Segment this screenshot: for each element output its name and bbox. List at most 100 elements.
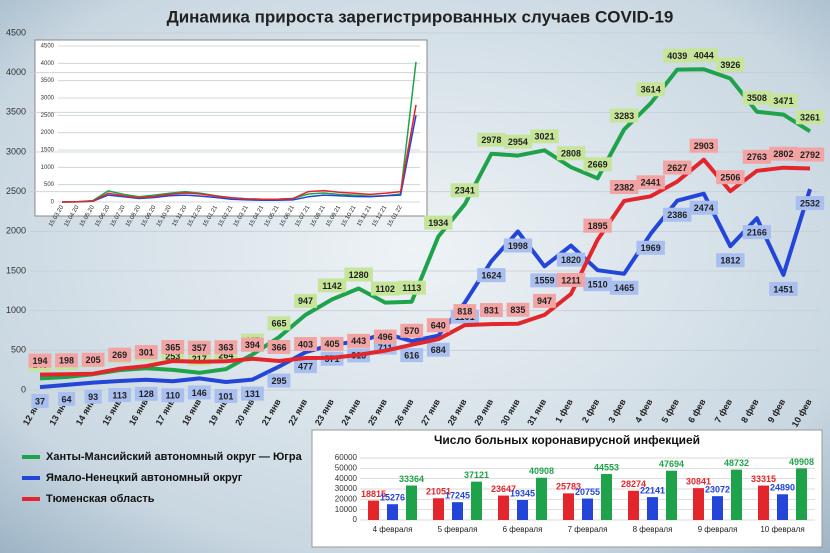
value-label-bg: [161, 388, 185, 403]
value-label: 24890: [770, 483, 795, 493]
bar: [452, 502, 463, 520]
value-label-bg: [506, 302, 530, 317]
value-label: 2792: [800, 150, 820, 160]
bar: [387, 504, 398, 520]
value-label: 30841: [686, 477, 711, 487]
value-label: 15276: [380, 493, 405, 503]
value-label: 363: [218, 343, 233, 353]
value-label-bg: [134, 345, 158, 360]
legend-label: Ханты-Мансийский автономный округ — Югра: [46, 451, 303, 463]
value-label: 394: [245, 340, 260, 350]
value-label: 18815: [361, 489, 386, 499]
value-label-bg: [503, 238, 533, 253]
value-label: 301: [139, 347, 154, 357]
y-tick-label: 2000: [6, 226, 26, 236]
y-tick-label: 0: [51, 200, 55, 206]
bar: [693, 488, 704, 520]
value-label-bg: [583, 157, 612, 172]
value-label: 3471: [773, 96, 793, 106]
value-label-bg: [636, 240, 665, 255]
value-label-bg: [477, 132, 506, 147]
value-label-bg: [84, 389, 102, 404]
value-label: 2802: [773, 149, 793, 159]
value-label-bg: [503, 134, 533, 149]
value-label: 1934: [428, 218, 448, 228]
value-label-bg: [583, 218, 612, 233]
value-label-bg: [108, 347, 132, 362]
value-label: 20755: [575, 487, 600, 497]
value-label: 2382: [614, 182, 634, 192]
bar: [628, 490, 639, 520]
value-label-bg: [294, 359, 317, 374]
value-label-bg: [187, 385, 211, 400]
bar: [758, 485, 769, 520]
value-label: 818: [457, 306, 472, 316]
value-label-bg: [267, 316, 291, 331]
value-label-bg: [530, 273, 559, 288]
value-label: 365: [165, 342, 180, 352]
y-tick-label: 2000: [41, 130, 55, 136]
bar: [712, 496, 723, 520]
value-label-bg: [477, 268, 506, 283]
value-label: 101: [218, 391, 233, 401]
value-label: 205: [86, 355, 101, 365]
value-label-bg: [424, 215, 453, 230]
value-label-bg: [134, 386, 158, 401]
value-label-bg: [81, 352, 105, 367]
value-label-bg: [689, 200, 718, 215]
value-label: 403: [298, 339, 313, 349]
value-label: 2903: [694, 141, 714, 151]
value-label: 33364: [399, 474, 424, 484]
value-label-bg: [609, 280, 639, 295]
value-label: 1624: [481, 271, 501, 281]
y-tick-label: 3500: [41, 78, 55, 84]
value-label: 2506: [720, 173, 740, 183]
value-label: 1451: [773, 284, 793, 294]
value-label: 3614: [641, 85, 661, 95]
bar: [601, 473, 612, 520]
value-label: 665: [271, 319, 286, 329]
value-label: 2532: [800, 199, 820, 209]
x-tick-label: 8 февраля: [633, 525, 673, 534]
bar: [517, 500, 528, 520]
value-label: 477: [298, 362, 313, 372]
bar: [777, 494, 788, 520]
value-label-bg: [795, 196, 825, 211]
value-label: 37: [35, 396, 45, 406]
y-tick-label: 20000: [335, 494, 358, 503]
value-label-bg: [373, 329, 397, 344]
value-label: 2763: [747, 152, 767, 162]
value-label: 4039: [667, 51, 687, 61]
value-label: 1969: [641, 243, 661, 253]
y-tick-label: 500: [11, 345, 26, 355]
y-tick-label: 1500: [41, 148, 55, 154]
value-label: 1102: [375, 284, 395, 294]
value-label-bg: [583, 277, 612, 292]
bar: [647, 497, 658, 520]
value-label: 194: [32, 356, 47, 366]
value-label: 295: [271, 376, 286, 386]
y-tick-label: 0: [353, 515, 358, 524]
legend-label: Ямало-Ненецкий автономный округ: [46, 472, 243, 484]
value-label: 3261: [800, 113, 820, 123]
value-label-bg: [28, 353, 52, 368]
value-label: 37121: [464, 470, 489, 480]
value-label: 2627: [667, 163, 687, 173]
value-label: 2954: [508, 137, 528, 147]
value-label-bg: [795, 110, 825, 125]
value-label-bg: [609, 180, 639, 195]
chart-title: Динамика прироста зарегистрированных слу…: [167, 7, 674, 26]
value-label-bg: [769, 281, 798, 296]
value-label: 2669: [588, 160, 608, 170]
value-label: 17245: [445, 491, 470, 501]
y-tick-label: 3000: [6, 146, 26, 156]
value-label: 3283: [614, 111, 634, 121]
y-tick-label: 500: [44, 182, 55, 188]
value-label: 1211: [561, 275, 581, 285]
value-label: 2808: [561, 149, 581, 159]
value-label: 264: [218, 350, 233, 360]
value-label: 22141: [640, 485, 665, 495]
series-line: [39, 188, 812, 390]
value-label-bg: [108, 388, 132, 403]
